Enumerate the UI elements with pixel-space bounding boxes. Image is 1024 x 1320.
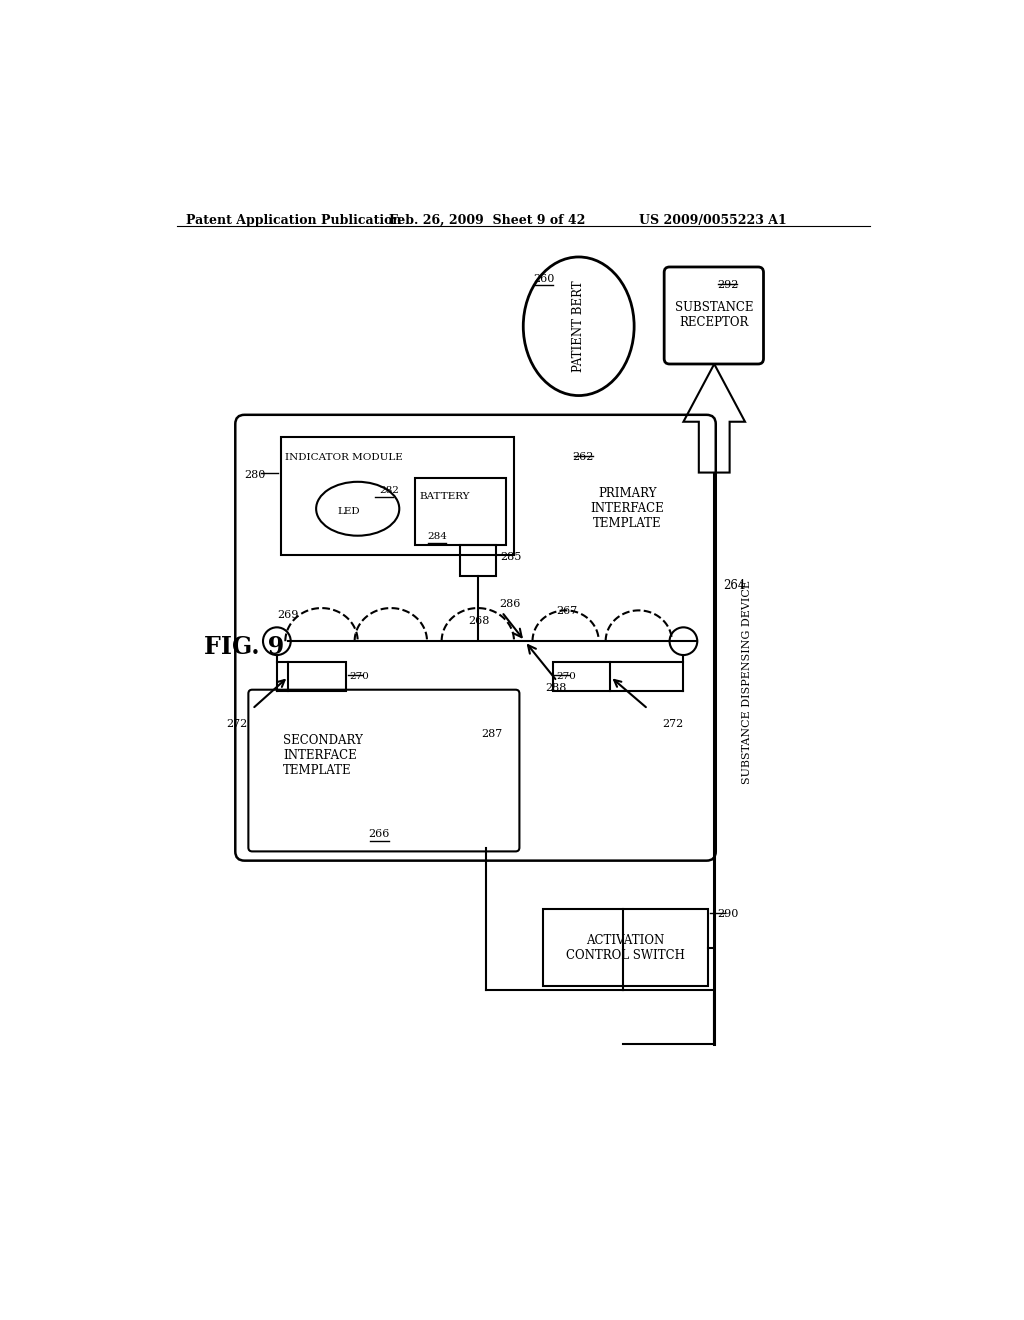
Text: 272: 272	[662, 718, 683, 729]
Polygon shape	[683, 364, 745, 473]
Text: SECONDARY
INTERFACE
TEMPLATE: SECONDARY INTERFACE TEMPLATE	[283, 734, 362, 776]
Text: BATTERY: BATTERY	[419, 492, 470, 500]
Text: Feb. 26, 2009  Sheet 9 of 42: Feb. 26, 2009 Sheet 9 of 42	[388, 214, 585, 227]
Text: 267: 267	[556, 606, 578, 616]
Text: 285: 285	[500, 552, 521, 562]
Text: ACTIVATION
CONTROL SWITCH: ACTIVATION CONTROL SWITCH	[566, 933, 685, 962]
Text: 288: 288	[545, 684, 566, 693]
Text: 284: 284	[427, 532, 446, 541]
Text: 272: 272	[226, 718, 248, 729]
Text: 282: 282	[379, 486, 399, 495]
Bar	[416, 478, 506, 545]
Text: PRIMARY
INTERFACE
TEMPLATE: PRIMARY INTERFACE TEMPLATE	[590, 487, 665, 531]
Text: 280: 280	[244, 470, 265, 480]
Text: 266: 266	[369, 829, 390, 838]
Text: PATIENT BERT: PATIENT BERT	[572, 280, 585, 372]
Text: US 2009/0055223 A1: US 2009/0055223 A1	[639, 214, 786, 227]
Text: 262: 262	[572, 453, 594, 462]
Bar	[289, 663, 346, 692]
Text: 260: 260	[534, 273, 555, 284]
Text: 290: 290	[717, 909, 738, 919]
Text: 270: 270	[349, 672, 369, 681]
Text: 264: 264	[724, 579, 745, 593]
Text: LED: LED	[337, 507, 359, 516]
Text: Patent Application Publication: Patent Application Publication	[186, 214, 401, 227]
Text: SUBSTANCE
RECEPTOR: SUBSTANCE RECEPTOR	[675, 301, 753, 330]
Text: 268: 268	[468, 616, 489, 626]
Text: 269: 269	[278, 610, 299, 620]
Text: 292: 292	[717, 280, 738, 290]
Bar	[281, 437, 514, 554]
Bar	[553, 663, 610, 692]
Bar	[460, 545, 496, 576]
Text: 270: 270	[556, 672, 577, 681]
Bar	[543, 909, 708, 986]
Text: SUBSTANCE DISPENSING DEVICE: SUBSTANCE DISPENSING DEVICE	[741, 579, 752, 784]
Text: FIG. 9: FIG. 9	[204, 635, 284, 660]
Text: 286: 286	[500, 599, 521, 610]
Text: 287: 287	[481, 730, 502, 739]
Text: INDICATOR MODULE: INDICATOR MODULE	[286, 453, 403, 462]
